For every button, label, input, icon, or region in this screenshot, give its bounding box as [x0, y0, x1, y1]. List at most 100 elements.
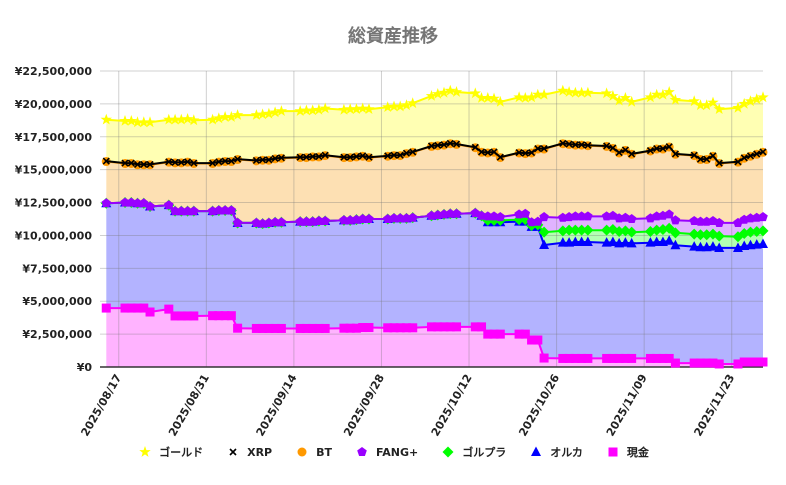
data-point [389, 213, 399, 223]
data-point [133, 160, 142, 168]
data-point [533, 335, 543, 345]
legend-item[interactable]: 現金 [605, 444, 649, 460]
data-point [707, 241, 718, 251]
data-point [270, 217, 280, 227]
data-point [383, 323, 393, 333]
data-point [540, 145, 548, 153]
data-point [101, 198, 111, 208]
y-tick-label: ¥10,000,000 [15, 229, 93, 242]
series-現金 [101, 303, 768, 369]
data-point [300, 104, 313, 116]
data-point [646, 147, 654, 155]
data-point [451, 208, 462, 218]
data-point [559, 139, 567, 147]
x-tick-label: 2025/11/23 [691, 372, 737, 438]
data-point [701, 229, 713, 241]
data-point [176, 206, 187, 216]
legend-label: BT [316, 445, 332, 459]
data-point [734, 158, 742, 166]
data-point [125, 115, 137, 126]
x-tick-label: 2025/10/12 [429, 372, 475, 438]
data-point [394, 100, 406, 112]
data-point [688, 95, 700, 107]
data-point [607, 236, 618, 247]
data-point [231, 109, 244, 120]
data-point [615, 148, 623, 157]
data-point [664, 235, 675, 245]
series-line [106, 142, 764, 166]
data-point [408, 212, 418, 222]
data-point [294, 105, 306, 116]
data-point [384, 152, 392, 160]
legend-item[interactable]: FANG+ [354, 444, 418, 460]
data-point [389, 323, 399, 333]
data-point [452, 140, 461, 148]
data-point [496, 153, 504, 161]
data-point [271, 154, 279, 163]
x-tick-label: 2025/11/09 [604, 372, 650, 438]
data-point [206, 113, 219, 125]
data-point [302, 153, 310, 161]
data-point [657, 88, 669, 100]
data-point [563, 224, 575, 236]
data-point [482, 92, 494, 103]
data-point [295, 323, 305, 333]
data-point [701, 99, 713, 111]
x-icon [229, 448, 237, 456]
data-point [133, 303, 143, 313]
data-point [627, 353, 637, 363]
data-point [707, 96, 719, 108]
data-point [751, 93, 763, 105]
data-point [475, 92, 488, 103]
data-point [513, 91, 525, 103]
data-point [365, 153, 373, 161]
data-point [427, 322, 436, 332]
data-point [227, 157, 235, 165]
data-point [490, 148, 498, 156]
data-point [471, 143, 479, 151]
data-point [364, 214, 374, 223]
data-point [315, 152, 323, 161]
data-point [232, 217, 243, 227]
data-point [409, 148, 417, 156]
data-point [532, 88, 544, 100]
data-point [176, 311, 186, 321]
data-point [583, 211, 593, 221]
data-point [484, 148, 492, 157]
data-point [220, 311, 230, 321]
data-point [569, 86, 582, 98]
data-point [445, 208, 455, 218]
data-point [757, 225, 769, 237]
data-point [452, 322, 462, 332]
data-point [751, 225, 763, 237]
data-point [131, 116, 144, 128]
star-icon-shape [139, 446, 151, 457]
data-point [695, 241, 706, 252]
data-point [570, 211, 581, 221]
legend-item[interactable]: オルカ [528, 444, 583, 460]
legend-item[interactable]: XRP [225, 444, 272, 460]
y-tick-label: ¥15,000,000 [15, 164, 93, 177]
data-point [570, 353, 580, 363]
data-point [390, 151, 398, 159]
legend-item[interactable]: BT [294, 444, 332, 460]
chart-title: 総資産推移 [348, 26, 438, 47]
x-tick-label: 2025/09/28 [341, 372, 387, 438]
data-point [444, 84, 456, 96]
legend: ゴールド XRP BT FANG+ ゴルプラ オルカ 現金 [0, 444, 786, 460]
legend-item[interactable]: ゴルプラ [440, 444, 506, 460]
data-point [338, 103, 350, 115]
data-point [396, 151, 404, 159]
data-point [752, 357, 762, 367]
diamond-icon [442, 446, 454, 458]
area-FANG+ [106, 202, 764, 237]
legend-label: オルカ [550, 446, 583, 459]
data-point [534, 145, 542, 153]
data-point [209, 159, 217, 167]
data-point [364, 323, 374, 333]
legend-item[interactable]: ゴールド [137, 444, 203, 460]
data-point [395, 323, 405, 333]
data-point [301, 323, 311, 333]
data-point [626, 237, 637, 248]
data-point [276, 323, 286, 333]
